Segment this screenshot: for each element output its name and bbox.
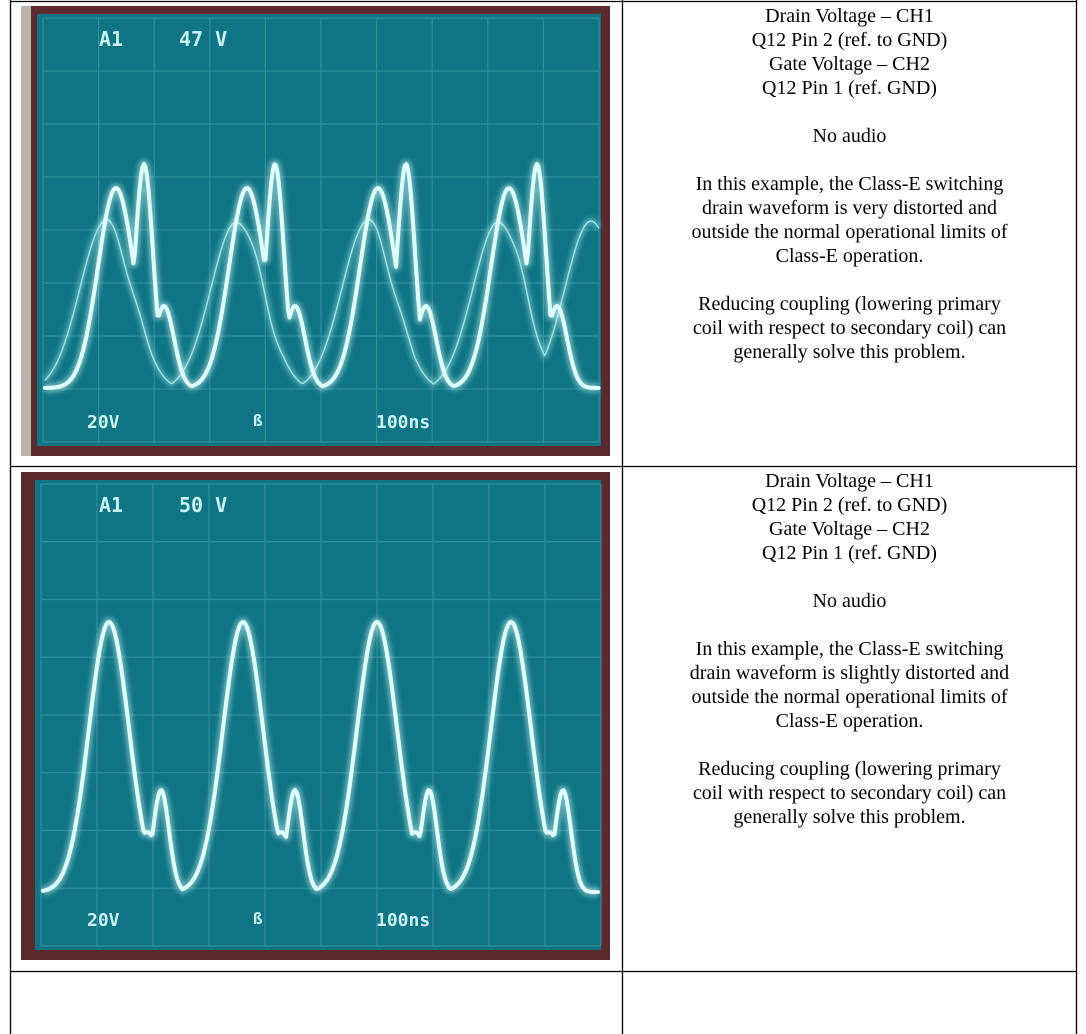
fix-line: generally solve this problem. bbox=[733, 806, 966, 828]
oscilloscope-photo-2: A1 50 V 20V ß 100ns bbox=[21, 472, 610, 960]
explanation-line: Class-E operation. bbox=[775, 245, 924, 267]
channel-marker-icon: ß bbox=[253, 909, 263, 928]
drain-pin-label: Q12 Pin 2 (ref. to GND) bbox=[751, 29, 948, 51]
gate-channel-label: Gate Voltage – CH2 bbox=[769, 518, 930, 540]
explanation-line: drain waveform is slightly distorted and bbox=[689, 662, 1010, 684]
oscilloscope-photo-1: A1 47 V 20V ß 100ns bbox=[21, 6, 610, 456]
fix-line: Reducing coupling (lowering primary bbox=[698, 758, 1001, 780]
fix-line: coil with respect to secondary coil) can bbox=[692, 317, 1007, 339]
trigger-level-readout: 47 V bbox=[179, 27, 227, 51]
fix-line: Reducing coupling (lowering primary bbox=[698, 293, 1001, 315]
drain-channel-label: Drain Voltage – CH1 bbox=[765, 470, 934, 492]
time-per-div-readout: 100ns bbox=[376, 412, 430, 433]
fix-line: coil with respect to secondary coil) can bbox=[692, 782, 1007, 804]
channel-label: A1 bbox=[99, 27, 123, 51]
channel-2-trace bbox=[42, 216, 602, 388]
audio-note: No audio bbox=[812, 125, 887, 147]
explanation-line: outside the normal operational limits of bbox=[691, 686, 1008, 708]
empty-image-cell bbox=[11, 972, 622, 1034]
explanation-line: Class-E operation. bbox=[775, 710, 924, 732]
volts-per-div-readout: 20V bbox=[87, 412, 120, 433]
drain-pin-label: Q12 Pin 2 (ref. to GND) bbox=[751, 494, 948, 516]
gate-pin-label: Q12 Pin 1 (ref. GND) bbox=[762, 542, 937, 564]
description-cell-2: Drain Voltage – CH1 Q12 Pin 2 (ref. to G… bbox=[623, 469, 1076, 829]
explanation-line: In this example, the Class-E switching bbox=[695, 638, 1004, 660]
gate-channel-label: Gate Voltage – CH2 bbox=[769, 53, 930, 75]
explanation-line: outside the normal operational limits of bbox=[691, 221, 1008, 243]
volts-per-div-readout: 20V bbox=[87, 910, 120, 931]
time-per-div-readout: 100ns bbox=[376, 910, 430, 931]
channel-label: A1 bbox=[99, 493, 123, 517]
channel-1-trace bbox=[40, 617, 601, 897]
channel-1-trace bbox=[42, 159, 602, 393]
fix-line: generally solve this problem. bbox=[733, 341, 966, 363]
empty-text-cell bbox=[623, 972, 1076, 1034]
gate-pin-label: Q12 Pin 1 (ref. GND) bbox=[762, 77, 937, 99]
audio-note: No audio bbox=[812, 590, 887, 612]
channel-marker-icon: ß bbox=[253, 411, 263, 430]
explanation-line: In this example, the Class-E switching bbox=[695, 173, 1004, 195]
description-cell-1: Drain Voltage – CH1 Q12 Pin 2 (ref. to G… bbox=[623, 4, 1076, 364]
explanation-line: drain waveform is very distorted and bbox=[702, 197, 997, 219]
drain-channel-label: Drain Voltage – CH1 bbox=[765, 5, 934, 27]
trigger-level-readout: 50 V bbox=[179, 493, 227, 517]
